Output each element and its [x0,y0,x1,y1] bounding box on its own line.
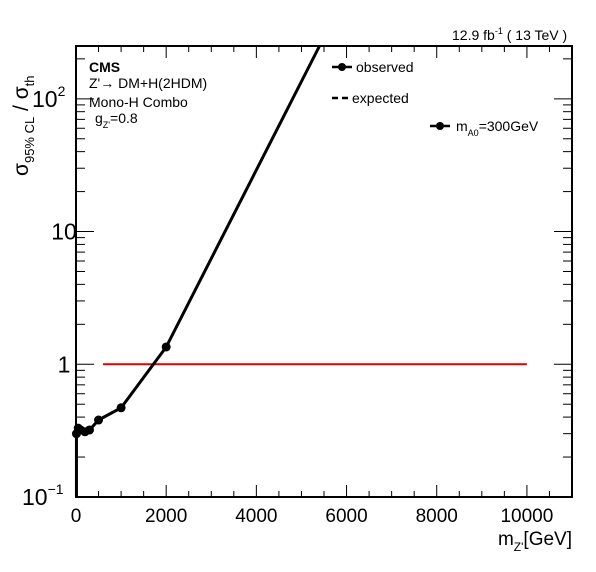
observed-point [116,403,126,413]
legend-expected-label: expected [352,90,409,106]
legend-observed-label: observed [356,59,414,75]
x-axis-title: mZ'[GeV] [498,529,572,554]
x-tick-label: 4000 [235,506,277,527]
lumi-label: 12.9 fb-1 ( 13 TeV ) [452,26,567,43]
x-tick-label: 6000 [325,506,367,527]
x-tick-label: 2000 [145,506,187,527]
x-tick-label: 10000 [500,506,553,527]
coupling-label: gZ'=0.8 [95,110,138,130]
observed-line [75,346,168,435]
observed-point [94,415,104,425]
legend-series-marker [436,122,444,130]
legend-series-label: mA0=300GeV [456,118,539,138]
x-axis-tick-labels: 0 2000 4000 6000 8000 10000 [71,506,554,527]
legend: observed expected mA0=300GeV [332,59,539,138]
experiment-label: CMS [89,59,120,75]
observed-point [161,342,171,352]
x-axis-ticks [75,46,573,497]
y-tick-label: 102 [32,83,66,112]
observed-line-extension [164,45,321,348]
observed-point [85,425,95,435]
legend-observed-marker [338,63,346,71]
plot-frame [75,45,573,498]
model-label: Z'→ DM+H(2HDM) [89,75,207,91]
y-tick-label: 10−1 [22,481,64,510]
y-axis-tick-labels: 10−1 1 10 102 [22,83,77,510]
channel-label: Mono-H Combo [89,94,188,110]
y-tick-label: 10 [51,219,77,245]
x-tick-label: 0 [71,506,82,527]
observed-points [71,342,171,439]
y-tick-label: 1 [58,351,71,377]
x-tick-label: 8000 [416,506,458,527]
y-axis-title: σ95% CL / σth [10,75,37,176]
